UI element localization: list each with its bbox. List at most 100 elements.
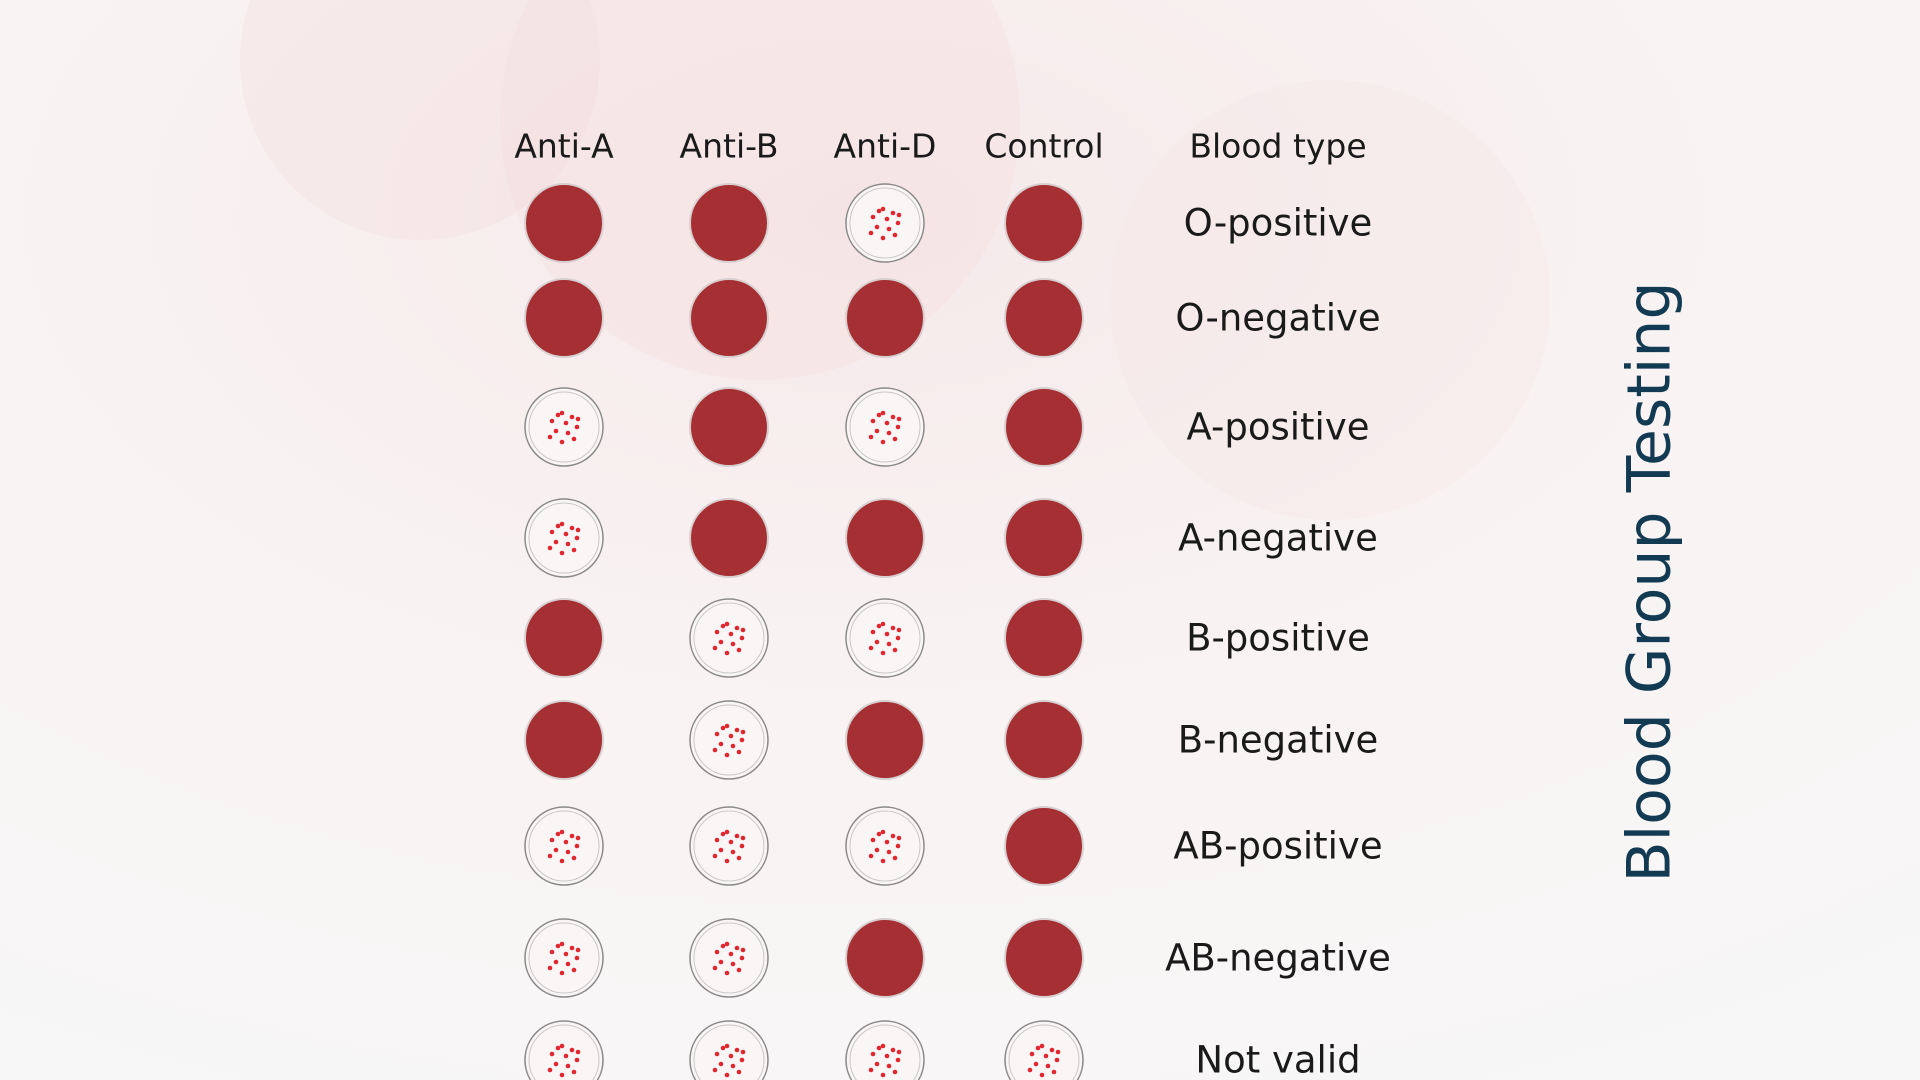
clump-dot: [549, 949, 555, 955]
clump-dot: [895, 1057, 901, 1063]
clump-dot: [880, 410, 886, 416]
clump-dot: [571, 855, 577, 861]
clump-dot: [880, 650, 886, 656]
uniform-well: [524, 700, 604, 780]
well-rim: [528, 922, 600, 994]
clump-dot: [569, 414, 575, 420]
clump-dot: [868, 230, 874, 236]
clump-dot: [876, 1045, 882, 1051]
clump-dot: [714, 731, 720, 737]
well-rim: [1008, 1024, 1080, 1080]
clump-dot: [555, 831, 561, 837]
clump-dot: [728, 631, 734, 637]
clump-dot: [553, 428, 559, 434]
uniform-well: [1004, 387, 1084, 467]
clump-dot: [1054, 1057, 1060, 1063]
clump-dot: [549, 418, 555, 424]
clump-dot: [736, 855, 742, 861]
clump-dot: [734, 833, 740, 839]
uniform-well: [1004, 806, 1084, 886]
agglutinated-well: [524, 1020, 604, 1080]
clump-dot: [712, 1067, 718, 1073]
uniform-well: [845, 918, 925, 998]
clump-dot: [730, 743, 736, 749]
blood-type-label: O-negative: [1175, 297, 1380, 340]
clump-dot: [720, 623, 726, 629]
clump-dot: [571, 436, 577, 442]
clump-dot: [870, 214, 876, 220]
clump-dot: [874, 1061, 880, 1067]
well-rim: [528, 1024, 600, 1080]
clump-dot: [874, 428, 880, 434]
clump-dot: [1027, 1067, 1033, 1073]
blood-type-label: B-positive: [1186, 617, 1370, 660]
clump-dot: [884, 1053, 890, 1059]
clump-dot: [868, 853, 874, 859]
clump-dot: [730, 849, 736, 855]
clump-dot: [565, 541, 571, 547]
clump-dot: [896, 1049, 902, 1055]
clump-dot: [553, 847, 559, 853]
clump-dot: [1039, 1043, 1045, 1049]
uniform-well: [1004, 598, 1084, 678]
clump-dot: [559, 439, 565, 445]
agglutinated-well: [524, 387, 604, 467]
clump-dot: [886, 1063, 892, 1069]
uniform-well: [1004, 700, 1084, 780]
clump-dot: [563, 420, 569, 426]
clump-dot: [728, 839, 734, 845]
clump-dot: [884, 420, 890, 426]
uniform-well: [524, 278, 604, 358]
uniform-well: [1004, 278, 1084, 358]
clump-dot: [559, 858, 565, 864]
agglutinated-well: [524, 498, 604, 578]
clump-dot: [555, 523, 561, 529]
clump-dot: [724, 829, 730, 835]
agglutinated-well: [845, 806, 925, 886]
clump-dot: [736, 749, 742, 755]
clump-dot: [571, 967, 577, 973]
clump-dot: [730, 641, 736, 647]
uniform-well: [1004, 498, 1084, 578]
clump-dot: [890, 625, 896, 631]
uniform-well: [1004, 183, 1084, 263]
clump-dot: [1045, 1063, 1051, 1069]
uniform-well: [524, 183, 604, 263]
clump-dot: [728, 951, 734, 957]
clump-dot: [547, 434, 553, 440]
clump-dot: [739, 843, 745, 849]
clump-dot: [870, 837, 876, 843]
well-rim: [693, 602, 765, 674]
clump-dot: [559, 970, 565, 976]
clump-dot: [563, 531, 569, 537]
column-header: Anti-D: [834, 127, 937, 166]
clump-dot: [559, 1072, 565, 1078]
clump-dot: [739, 955, 745, 961]
clump-dot: [553, 959, 559, 965]
clump-dot: [734, 1047, 740, 1053]
clump-dot: [892, 436, 898, 442]
clump-dot: [720, 831, 726, 837]
background-decor: [240, 0, 600, 240]
clump-dot: [712, 965, 718, 971]
clump-dot: [575, 416, 581, 422]
clump-dot: [739, 737, 745, 743]
agglutinated-well: [524, 918, 604, 998]
well-rim: [849, 187, 921, 259]
clump-dot: [876, 208, 882, 214]
clump-dot: [739, 1057, 745, 1063]
clump-dot: [720, 1045, 726, 1051]
agglutinated-well: [845, 387, 925, 467]
uniform-well: [689, 278, 769, 358]
clump-dot: [559, 550, 565, 556]
uniform-well: [689, 498, 769, 578]
clump-dot: [1033, 1061, 1039, 1067]
clump-dot: [728, 733, 734, 739]
clump-dot: [574, 424, 580, 430]
clump-dot: [1049, 1047, 1055, 1053]
well-rim: [693, 1024, 765, 1080]
clump-dot: [574, 843, 580, 849]
clump-dot: [553, 1061, 559, 1067]
